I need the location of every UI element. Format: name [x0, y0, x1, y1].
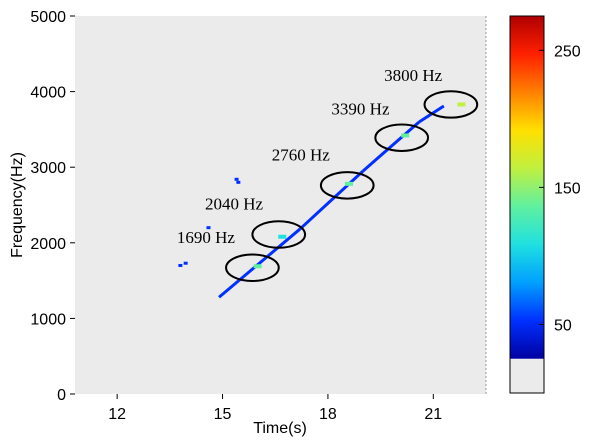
- colorbar-empty-band: [510, 358, 544, 393]
- annotation-ellipse: [319, 171, 375, 200]
- annotation-label: 3390 Hz: [331, 99, 390, 118]
- trace-segment: [362, 120, 421, 173]
- trace-segment: [298, 169, 365, 231]
- y-tick-label: 4000: [30, 85, 66, 102]
- highlight-point: [253, 264, 262, 269]
- colorbar-tick-label: 50: [554, 317, 572, 334]
- y-tick-label: 0: [57, 387, 66, 404]
- plot-area: [75, 16, 486, 394]
- highlight-point: [401, 133, 410, 138]
- data-point: [206, 226, 211, 230]
- data-point: [178, 263, 183, 267]
- data-point: [236, 180, 241, 184]
- y-axis-title: Frequency(Hz): [9, 152, 26, 258]
- annotation-ellipse: [225, 253, 280, 282]
- annotation-ellipse: [423, 90, 479, 119]
- annotation-ellipse: [251, 220, 307, 249]
- annotation-label: 2040 Hz: [205, 195, 264, 214]
- annotation-label: 1690 Hz: [177, 228, 236, 247]
- y-tick-label: 5000: [30, 9, 66, 26]
- x-axis-title: Time(s): [253, 420, 307, 437]
- x-tick-label: 15: [214, 406, 232, 423]
- colorbar-tick-label: 250: [554, 43, 581, 60]
- x-tick-label: 21: [424, 406, 442, 423]
- highlight-point: [345, 181, 353, 186]
- y-tick-label: 3000: [30, 160, 66, 177]
- data-point: [234, 177, 239, 181]
- highlight-point: [457, 102, 466, 107]
- colorbar-tick-label: 150: [554, 180, 581, 197]
- colorbar-frame: [509, 15, 545, 394]
- trace-segment: [218, 228, 301, 299]
- data-point: [183, 261, 188, 265]
- annotation-label: 2760 Hz: [272, 145, 331, 164]
- y-tick-label: 2000: [30, 236, 66, 253]
- annotation-label: 3800 Hz: [384, 66, 443, 85]
- x-tick-label: 18: [319, 406, 337, 423]
- colorbar-fill: [510, 16, 544, 359]
- x-tick-label: 12: [108, 406, 126, 423]
- highlight-point: [278, 234, 287, 239]
- annotation-ellipse: [374, 123, 430, 152]
- y-tick-label: 1000: [30, 311, 66, 328]
